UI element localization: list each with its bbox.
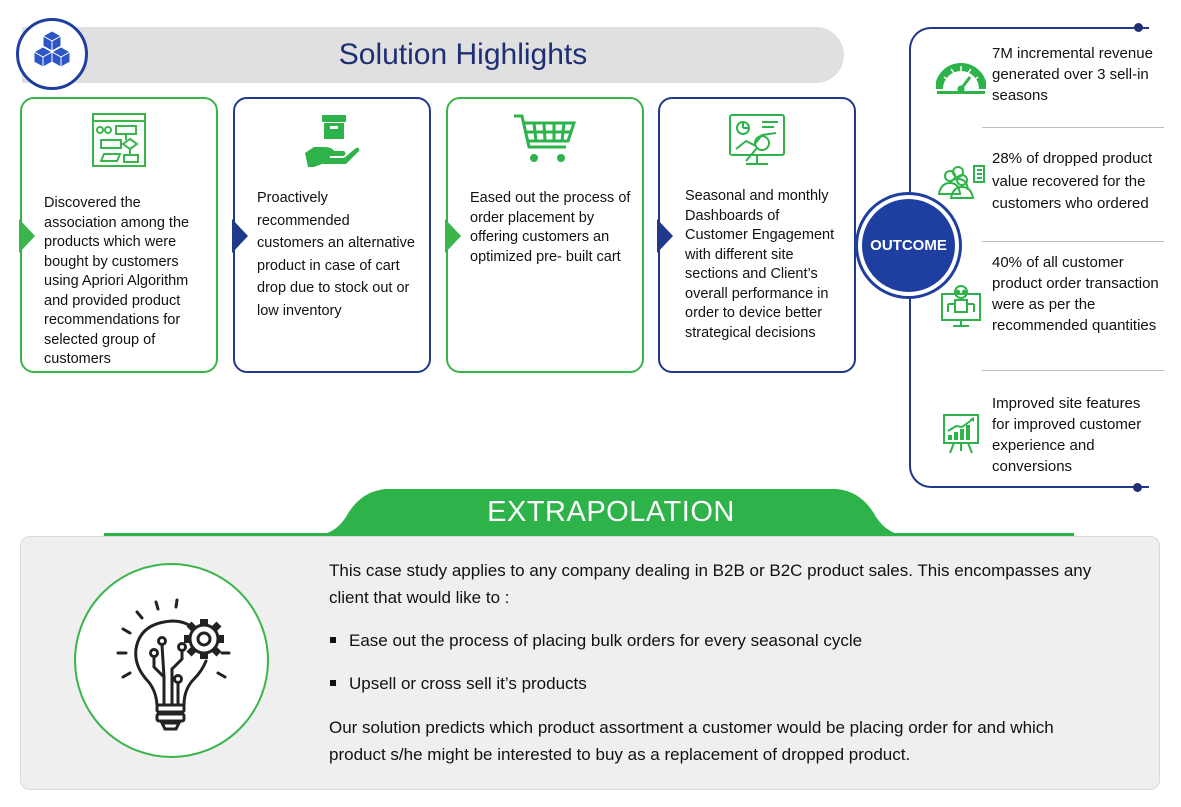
card-arrow xyxy=(657,219,673,253)
extrapolation-conclusion: Our solution predicts which product asso… xyxy=(329,718,1054,764)
outcome-item-recommended-quantities: 40% of all customer product order transa… xyxy=(936,252,1166,352)
customers-icon xyxy=(937,165,985,199)
outcome-text: Improved site features for improved cust… xyxy=(992,395,1142,475)
solution-highlights-title: Solution Highlights xyxy=(338,38,588,71)
hand-box-icon xyxy=(305,115,360,167)
bullet-text: Upsell or cross sell it’s products xyxy=(349,674,587,693)
solution-highlights-banner: Solution Highlights xyxy=(22,27,844,83)
idea-bulb-gear-icon xyxy=(116,598,231,731)
highlight-card-cart: Eased out the process of order placement… xyxy=(445,97,644,373)
shopping-cart-icon xyxy=(514,114,577,162)
extrapolation-title: EXTRAPOLATION xyxy=(487,496,735,528)
flowchart-icon xyxy=(92,113,146,167)
bullet-icon xyxy=(330,679,336,686)
card-text: Discovered the association among the pro… xyxy=(44,195,190,367)
bullet-icon xyxy=(330,636,336,643)
highlight-card-recommendation: Proactively recommended customers an alt… xyxy=(232,97,431,373)
bulb-circle xyxy=(74,563,269,758)
gauge-icon xyxy=(936,63,986,94)
card-text: Proactively recommended customers an alt… xyxy=(257,190,415,319)
outcome-item-dropped-value: 28% of dropped product value recovered f… xyxy=(936,148,1166,248)
outcome-text: 40% of all customer product order transa… xyxy=(992,254,1159,334)
highlight-card-association: Discovered the association among the pro… xyxy=(19,97,218,373)
divider xyxy=(982,127,1164,128)
card-text: Eased out the process of order placement… xyxy=(470,190,631,265)
card-arrow xyxy=(19,219,35,253)
bullet-text: Ease out the process of placing bulk ord… xyxy=(349,631,863,650)
growth-chart-icon xyxy=(943,414,979,454)
outcome-item-revenue: 7M incremental revenue generated over 3 … xyxy=(936,43,1166,143)
robot-monitor-icon xyxy=(941,285,981,327)
panel-endpoint-dot xyxy=(1133,483,1142,492)
dashboard-monitor-icon xyxy=(729,114,785,165)
extrapolation-rule xyxy=(104,533,1074,536)
divider xyxy=(982,370,1164,371)
panel-endpoint-dot xyxy=(1134,23,1143,32)
outcome-item-site-features: Improved site features for improved cust… xyxy=(936,393,1166,493)
cubes-icon xyxy=(32,30,72,68)
extrapolation-intro: This case study applies to any company d… xyxy=(329,561,1092,607)
card-arrow xyxy=(232,219,248,253)
outcome-text: 7M incremental revenue generated over 3 … xyxy=(992,45,1153,104)
outcome-text: 28% of dropped product value recovered f… xyxy=(992,150,1153,212)
extrapolation-tab xyxy=(316,489,906,535)
card-arrow xyxy=(445,219,461,253)
outcome-badge: OUTCOME xyxy=(858,195,959,296)
card-text: Seasonal and monthly Dashboards of Custo… xyxy=(685,188,835,341)
extrapolation-bullet: Upsell or cross sell it’s products xyxy=(330,672,587,696)
extrapolation-bullet: Ease out the process of placing bulk ord… xyxy=(330,629,862,653)
outcome-label: OUTCOME xyxy=(870,237,947,254)
cubes-logo xyxy=(16,18,88,90)
divider xyxy=(982,241,1164,242)
highlight-card-dashboard: Seasonal and monthly Dashboards of Custo… xyxy=(657,97,856,373)
